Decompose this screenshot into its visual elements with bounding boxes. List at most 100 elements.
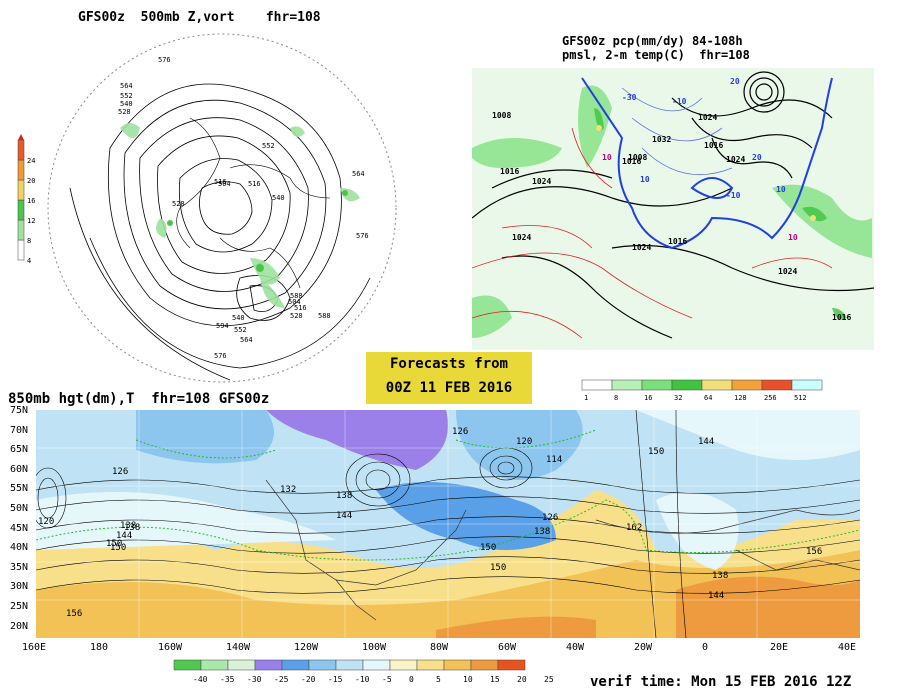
contour-label-500mb: 576 (356, 232, 369, 240)
longitude-label: 80W (430, 642, 449, 653)
contour-label-850mb: 150 (106, 539, 122, 549)
temp-scale-label: -10 (355, 675, 370, 684)
contour-label-pcp: 1016 (668, 237, 687, 246)
contour-label-pcp: -30 (622, 93, 637, 102)
contour-label-500mb: 516 (214, 178, 227, 186)
temp-scale-label: -5 (382, 675, 392, 684)
longitude-label: 180 (90, 642, 109, 653)
temp-scale-label: 10 (463, 675, 473, 684)
contour-label-850mb: 114 (546, 455, 562, 465)
latitude-label: 45N (10, 522, 29, 534)
forecast-line2: 00Z 11 FEB 2016 (385, 380, 513, 396)
contour-label-pcp: 1024 (532, 177, 551, 186)
contour-label-850mb: 120 (516, 437, 532, 447)
longitude-label: 40E (838, 642, 857, 653)
contour-label-pcp: 1024 (632, 243, 651, 252)
contour-label-500mb: 552 (262, 142, 275, 150)
longitude-label: 120W (294, 642, 319, 653)
pcp-scale-swatch (641, 379, 673, 391)
contour-label-500mb: 528 (118, 108, 131, 116)
pcp-scale-label: 32 (674, 394, 682, 402)
contour-label-pcp: 1032 (652, 135, 671, 144)
temp-scale-label: 20 (517, 675, 527, 684)
vorticity-color-scale: 4 8 12 16 20 24 (16, 134, 36, 265)
contour-label-850mb: 138 (124, 523, 140, 533)
contour-label-850mb: 144 (116, 531, 132, 541)
contour-label-850mb: 126 (112, 467, 128, 477)
contour-label-850mb: 126 (452, 427, 468, 437)
latitude-label: 65N (10, 444, 29, 456)
temp-scale-swatch (200, 659, 229, 671)
temp-scale-label: -15 (328, 675, 343, 684)
contour-label-850mb: 150 (648, 447, 664, 457)
pcp-scale-label: 128 (734, 394, 747, 402)
contour-label-500mb: 576 (158, 56, 171, 64)
pcp-scale-label: 64 (704, 394, 712, 402)
longitude-label: 140W (226, 642, 251, 653)
forecast-line1: Forecasts from (389, 356, 508, 372)
temp-scale-swatch (416, 659, 445, 671)
contour-label-500mb: 516 (294, 304, 307, 312)
temp-scale-swatch (173, 659, 202, 671)
contour-label-pcp: 1016 (622, 157, 641, 166)
latitude-label: 20N (10, 620, 29, 632)
temp-scale-swatch (470, 659, 499, 671)
longitude-label: 20E (770, 642, 789, 653)
contour-label-500mb: 552 (120, 92, 133, 100)
contour-label-pcp: 1024 (778, 267, 797, 276)
pcp-color-scale: 1 8 16 32 64 128 256 512 (562, 378, 848, 404)
temp-scale-swatch (443, 659, 472, 671)
contour-label-850mb: 144 (336, 511, 352, 521)
map-500mb-polar: 576 564 552 540 528 516 504 516 528 540 552 564 576 5… (40, 28, 400, 384)
contour-label-850mb: 150 (490, 563, 506, 573)
vort-scale-label: 20 (27, 177, 35, 185)
contour-label-pcp: 10 (776, 185, 786, 194)
contour-label-850mb: 156 (806, 547, 822, 557)
contour-label-500mb: 528 (172, 200, 185, 208)
forecast-init-box: Forecasts from 00Z 11 FEB 2016 (366, 352, 532, 404)
pcp-scale-swatch (731, 379, 763, 391)
contour-label-850mb: 120 (38, 517, 54, 527)
contour-label-pcp: 1008 (492, 111, 511, 120)
contour-label-500mb: 504 (218, 180, 231, 188)
contour-label-500mb: 516 (248, 180, 261, 188)
contour-label-850mb: 138 (712, 571, 728, 581)
temp-scale-label: -25 (274, 675, 289, 684)
latitude-label: 75N (10, 405, 29, 416)
longitude-label: 160W (158, 642, 183, 653)
contour-label-500mb: 540 (232, 314, 245, 322)
temp-scale-label: 25 (544, 675, 554, 684)
contour-label-pcp: 10 (602, 153, 612, 162)
vort-scale-label: 16 (27, 197, 35, 205)
temp-scale-label: 15 (490, 675, 500, 684)
latitude-label: 30N (10, 581, 29, 593)
latitude-label: 25N (10, 601, 29, 612)
vort-scale-cap (18, 134, 24, 140)
vort-scale-label: 8 (27, 237, 31, 245)
pcp-scale-label: 8 (614, 394, 618, 402)
contour-label-850mb: 162 (626, 523, 642, 533)
contour-label-pcp: 20 (730, 77, 740, 86)
contour-label-850mb: 132 (280, 485, 296, 495)
longitude-label: 0 (702, 642, 709, 653)
temp-scale-label: 0 (409, 675, 414, 684)
vort-scale-swatch (17, 199, 25, 221)
contour-label-500mb: 564 (352, 170, 365, 178)
pcp-scale-swatch (581, 379, 613, 391)
contour-label-850mb: 126 (542, 513, 558, 523)
longitude-label: 60W (498, 642, 517, 653)
contour-label-500mb: 540 (120, 100, 133, 108)
title-500mb: GFS00z 500mb Z,vort fhr=108 (78, 10, 321, 25)
pcp-scale-swatch (791, 379, 823, 391)
temp-scale-swatch (362, 659, 391, 671)
pcp-scale-swatch (761, 379, 793, 391)
temperature-color-scale: -40 -35 -30 -25 -20 -15 -10 -5 0 5 10 15 20 25 (150, 658, 590, 686)
vort-scale-swatch (17, 159, 25, 181)
contour-label-pcp: 10 (640, 175, 650, 184)
contour-label-pcp: 10 (788, 233, 798, 242)
contour-label-500mb: 576 (214, 352, 227, 360)
contour-label-850mb: 150 (110, 543, 126, 553)
title-pcp-line1: GFS00z pcp(mm/dy) 84-108h (562, 34, 743, 48)
contour-label-500mb: 528 (290, 312, 303, 320)
temp-scale-swatch (497, 659, 526, 671)
